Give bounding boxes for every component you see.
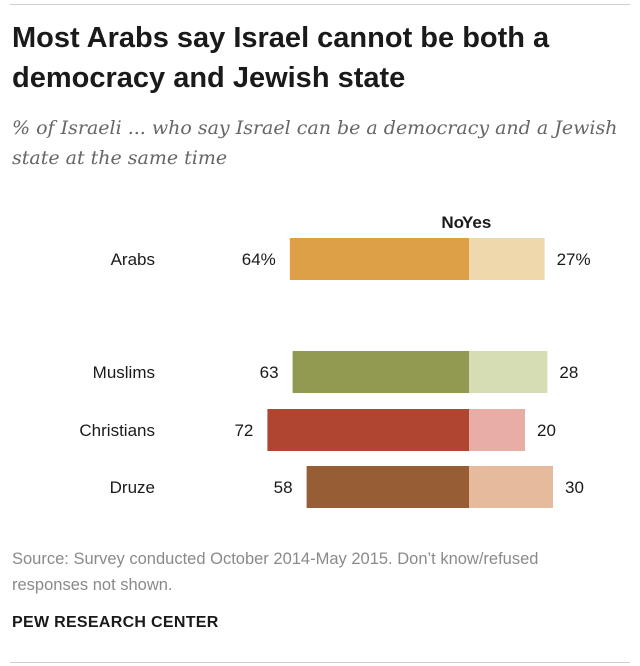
chart-subtitle: % of Israeli ... who say Israel can be a…	[12, 117, 618, 169]
bottom-rule	[10, 662, 630, 663]
value-label-yes-christians: 20	[537, 421, 556, 440]
bar-yes-arabs	[469, 238, 545, 280]
bar-yes-muslims	[469, 351, 548, 393]
category-label-arabs: Arabs	[111, 250, 155, 269]
value-label-yes-arabs: 27%	[557, 250, 591, 269]
category-label-muslims: Muslims	[93, 363, 155, 382]
bar-yes-druze	[469, 466, 553, 508]
bar-no-muslims	[292, 351, 469, 393]
value-label-yes-druze: 30	[565, 478, 584, 497]
value-label-no-arabs: 64%	[242, 250, 276, 269]
bar-no-arabs	[289, 238, 469, 280]
value-label-yes-muslims: 28	[559, 363, 578, 382]
bar-no-christians	[267, 409, 469, 451]
credit-line: PEW RESEARCH CENTER	[12, 614, 219, 631]
top-rule	[10, 4, 630, 5]
category-label-druze: Druze	[110, 478, 155, 497]
bar-yes-christians	[469, 409, 525, 451]
source-note: Source: Survey conducted October 2014-Ma…	[12, 550, 539, 594]
legend-no: No	[441, 213, 464, 232]
category-label-christians: Christians	[79, 421, 155, 440]
legend-yes: Yes	[462, 213, 491, 232]
bar-no-druze	[306, 466, 469, 508]
value-label-no-druze: 58	[274, 478, 293, 497]
value-label-no-christians: 72	[234, 421, 253, 440]
value-label-no-muslims: 63	[260, 363, 279, 382]
chart-title: Most Arabs say Israel cannot be both a d…	[12, 22, 550, 94]
